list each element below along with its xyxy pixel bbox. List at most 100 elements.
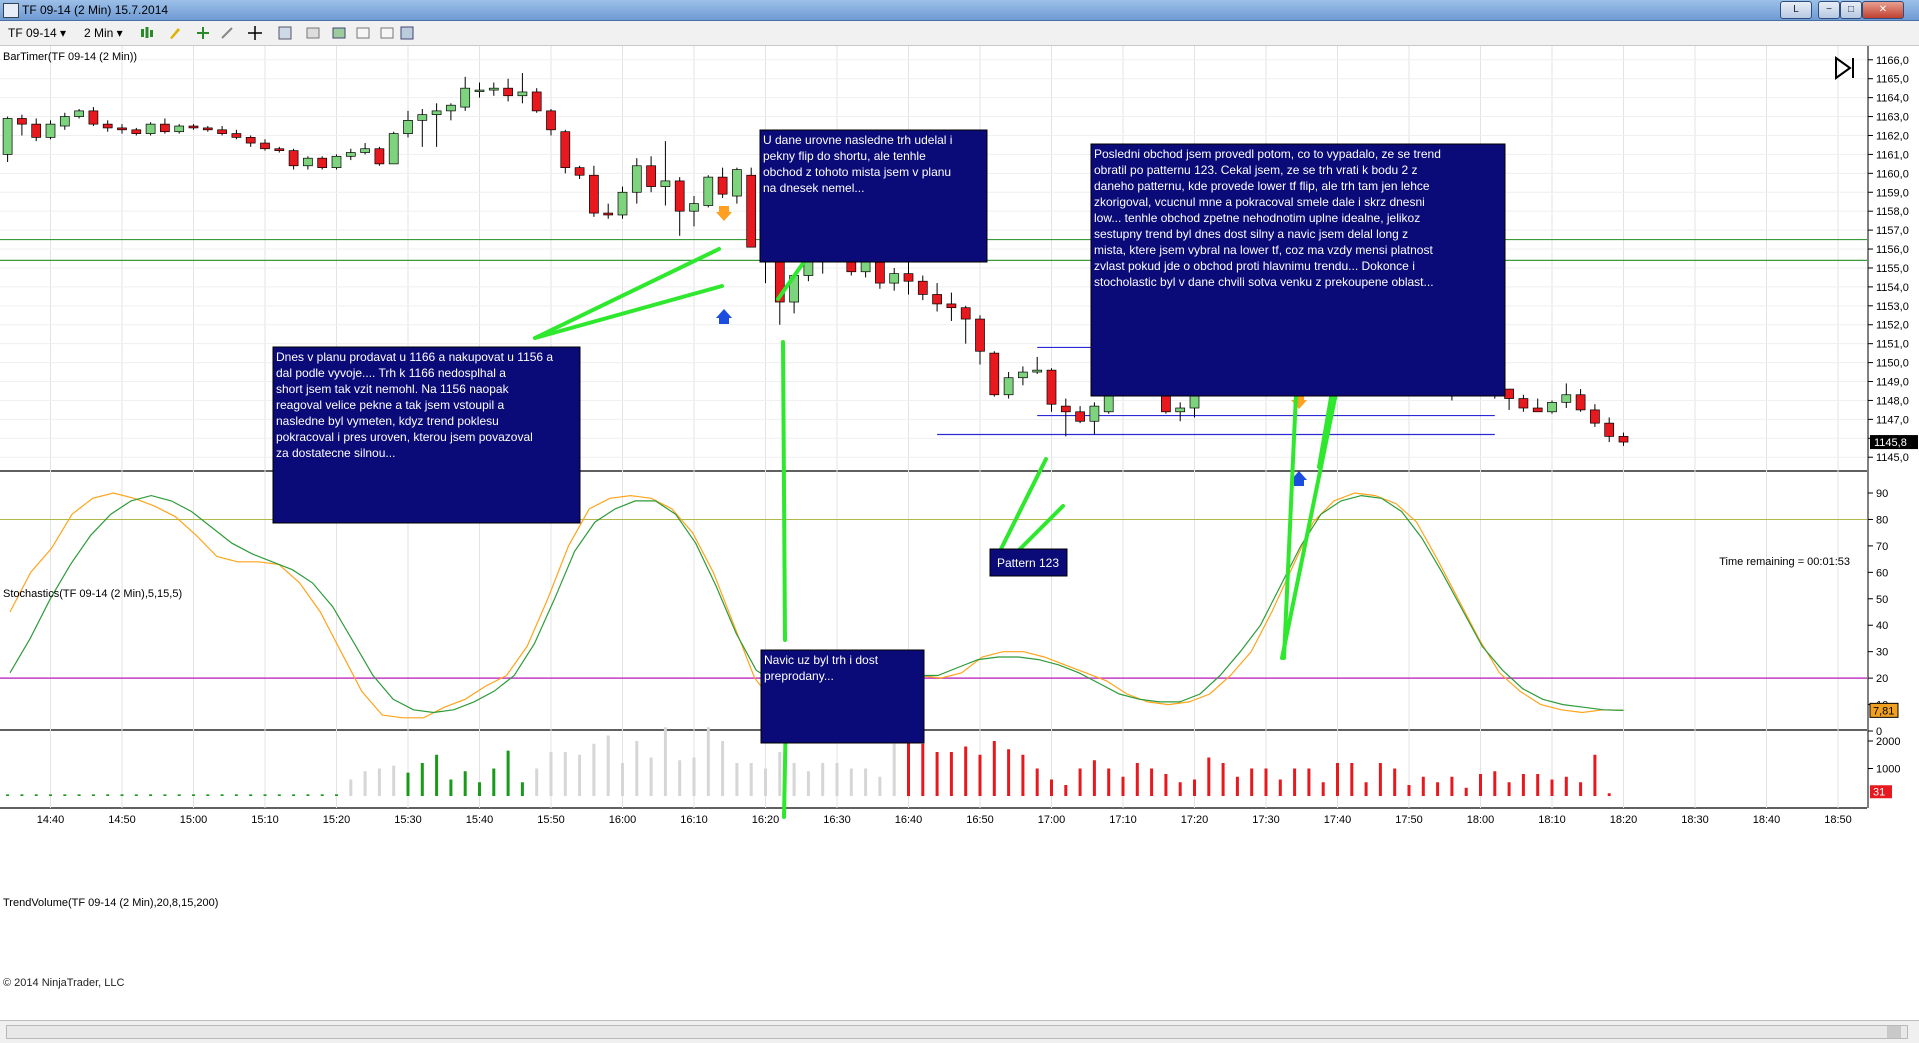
instrument-selector[interactable]: TF 09-14 ▾ [8,25,66,41]
volume-bar [520,782,524,796]
candle-up [703,176,714,206]
price-candles [2,73,1629,486]
strategy-icon[interactable] [220,26,234,40]
crosshair-icon[interactable] [248,26,262,40]
candle-down [17,118,27,125]
candle-down [917,280,928,295]
volume-bar [1107,768,1111,796]
stoch-value-box [1869,702,1899,718]
candle-down [1604,422,1615,437]
pencil-icon[interactable] [168,26,182,40]
instrument-label: TF 09-14 [8,26,57,40]
volume-bar [1150,768,1154,796]
annotation-flip-line: obchod z tohoto mista jsem v planu [763,165,951,179]
volume-bar [1564,776,1568,796]
zoom-icon[interactable] [278,26,292,40]
maximize-button[interactable]: □ [1840,1,1862,19]
annotation-oversold-line: preprodany... [764,669,834,683]
candle-down [674,180,685,212]
volume-bar [749,763,753,796]
time-axis-label: 18:20 [1610,814,1638,826]
volume-bar [277,794,281,796]
volume-bar [1579,782,1583,796]
annotation-plan-line: reagoval velice pekne a tak jsem vstoupi… [276,398,504,412]
stoch-tick-label: 50 [1876,594,1888,606]
drawing-tools-icon[interactable] [356,26,370,40]
volume-bar [1321,782,1325,796]
candle-down [231,133,242,138]
volume-bar [34,794,38,796]
annotation-plan-line: nasledne byl vymeten, kdyz trend poklesu [276,414,499,428]
stoch-panel-label: Stochastics(TF 09-14 (2 Min),5,15,5) [3,588,182,600]
candle-up [331,155,342,169]
time-axis-label: 16:10 [680,814,708,826]
volume-bar [1378,763,1382,796]
annotation-last-trade: Posledni obchod jsem provedl potom, co t… [1094,147,1441,289]
volume-bar [1078,768,1082,796]
chart-area[interactable]: 14:40 14:50 15:00 15:10 15:20 15:30 15:40 15:50… [0,46,1919,1020]
candle-up [660,180,671,187]
volume-bar [449,779,453,796]
volume-bar [377,768,381,796]
volume-bar [292,794,296,796]
annotation-plan-box [272,346,581,524]
candle-up [388,133,399,165]
candle-down [317,157,328,169]
volume-bar [821,763,825,796]
time-axis-label: 16:30 [823,814,851,826]
chart-template-icon[interactable] [400,26,414,40]
volume-bar [1607,793,1611,796]
bar-type-icon[interactable] [140,26,154,40]
scroll-thumb[interactable] [1887,1026,1901,1038]
time-axis-label: 17:40 [1324,814,1352,826]
volume-bar [249,794,253,796]
volume-bar [849,768,853,796]
candle-down [875,261,885,284]
link-button[interactable]: L [1780,1,1812,19]
horizontal-scrollbar[interactable] [0,1020,1919,1043]
annotation-oversold-box [760,649,925,744]
close-button[interactable]: ✕ [1862,1,1904,19]
last-price-box [1870,435,1918,450]
interval-selector[interactable]: 2 Min ▾ [84,25,123,41]
properties-icon[interactable] [306,26,320,40]
price-tick-label: 1155,0 [1876,263,1909,275]
minimize-button[interactable]: − [1818,1,1840,19]
annotation-last-trade-line: stocholastic byl v dane chvili sotva ven… [1094,275,1434,289]
price-tick-label: 1152,0 [1876,320,1909,332]
price-tick-label: 1160,0 [1876,168,1909,180]
crosshair-add-icon[interactable] [196,26,210,40]
skip-to-end-icon[interactable] [1835,56,1854,80]
volume-bar [1278,779,1282,796]
volume-bar [106,794,110,796]
price-tick-label: 1165,0 [1876,74,1909,86]
annotation-last-trade-line: obratil po patternu 123. Cekal jsem, ze … [1094,163,1418,177]
data-box-icon[interactable] [380,26,394,40]
stoch-value-label: 7,81 [1873,705,1894,717]
candle-down [960,307,971,320]
volume-bar [406,772,410,796]
annotation-flip-box [759,129,988,263]
candle-down [202,127,213,131]
candle-up [1089,405,1100,422]
volume-bar [363,771,367,796]
stoch-tick-label: 40 [1876,620,1888,632]
volume-bar [478,782,481,796]
candle-down [946,303,957,309]
indicators-icon[interactable] [332,26,346,40]
volume-bar [1536,774,1540,796]
candle-down [589,174,599,214]
scroll-track[interactable] [6,1025,1908,1039]
candle-up [59,116,70,127]
candle-up [460,87,471,108]
volume-bar [878,776,882,796]
price-tick-label: 1166,0 [1876,55,1909,67]
volume-bar [1464,787,1468,796]
candle-up [303,157,313,167]
volume-bar [1493,771,1497,796]
candle-down [1046,369,1057,405]
candle-down [503,87,513,97]
time-axis-label: 15:50 [537,814,565,826]
volume-bar [1364,782,1368,796]
price-tick-label: 1162,0 [1876,130,1909,142]
